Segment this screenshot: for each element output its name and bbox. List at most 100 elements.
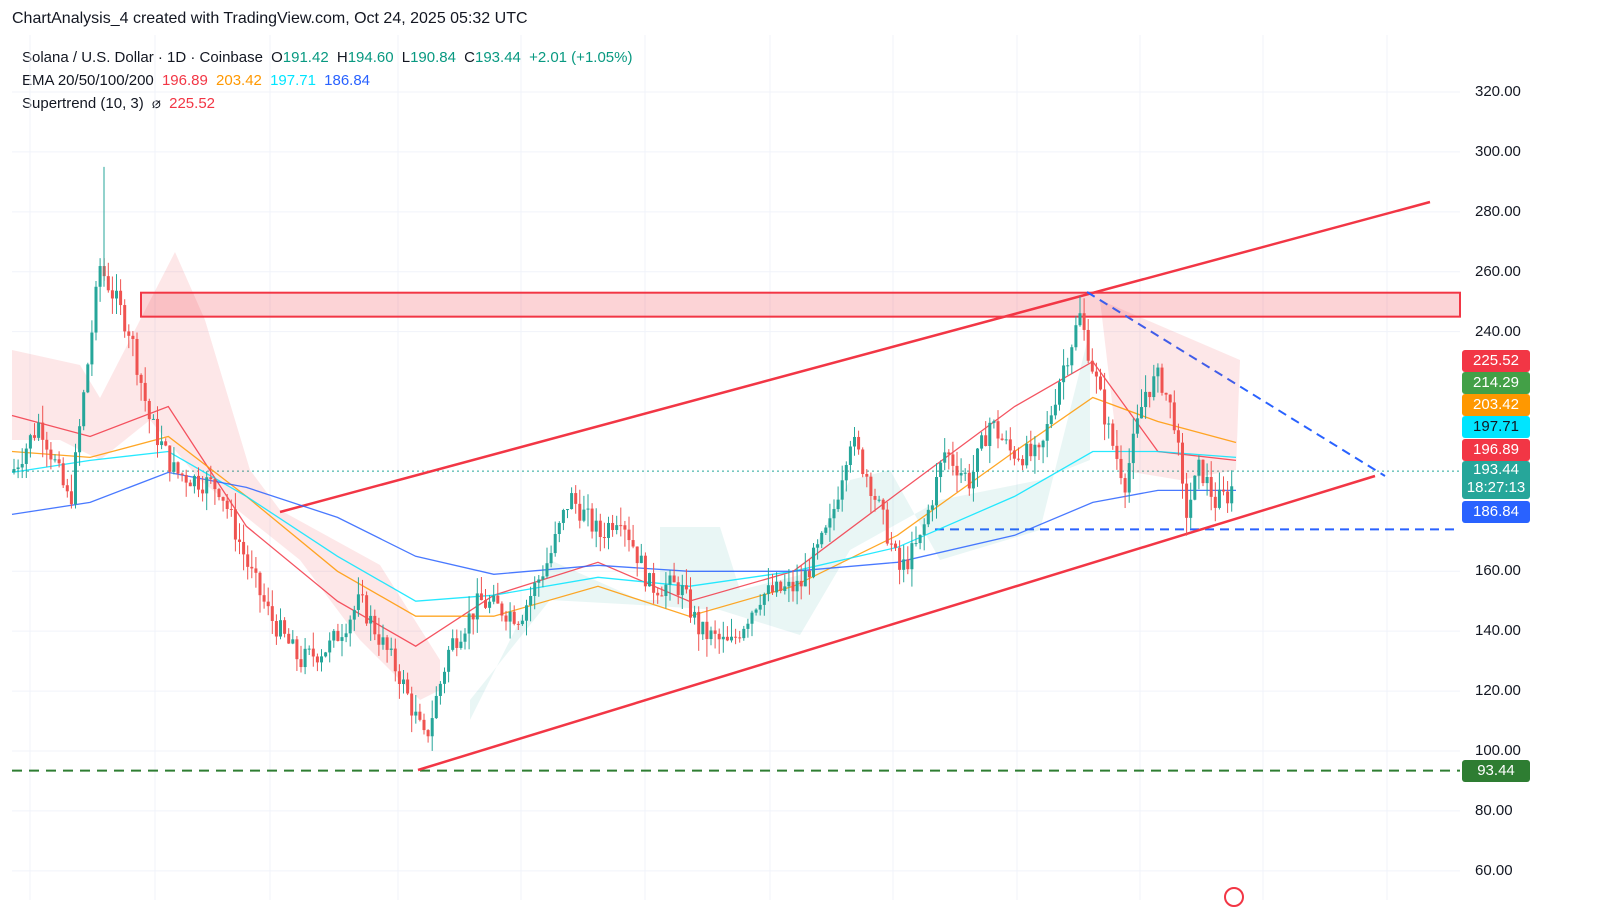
candle-body — [594, 520, 598, 532]
tradingview-icon — [1224, 887, 1244, 907]
candle-body — [643, 555, 647, 587]
candle-body — [980, 435, 984, 449]
candle-body — [295, 639, 299, 660]
channel-lower-line — [417, 474, 1376, 772]
ema-label: EMA 20/50/100/200 — [22, 72, 154, 89]
candle-body — [848, 446, 852, 466]
candle-body — [266, 601, 270, 607]
candle-body — [697, 611, 701, 635]
candle-body — [1222, 489, 1225, 492]
candle-body — [1119, 458, 1123, 479]
candle-body — [713, 630, 717, 634]
candle-body — [869, 476, 873, 497]
low-label: L — [401, 49, 411, 66]
candle-body — [627, 529, 631, 541]
candle-body — [549, 553, 553, 564]
y-tick-label: 280.00 — [1475, 202, 1521, 220]
candle-body — [1217, 489, 1221, 508]
candle-body — [676, 582, 680, 596]
candle-body — [45, 439, 49, 450]
candle-body — [803, 570, 807, 587]
candle-body — [652, 573, 656, 593]
candle-body — [976, 448, 979, 472]
candle-body — [955, 465, 959, 476]
candle-body — [279, 620, 282, 637]
candle-body — [631, 540, 635, 547]
candle-body — [402, 679, 405, 685]
candle-body — [484, 600, 487, 608]
candle-body — [648, 573, 651, 587]
ema20-line — [11, 360, 1237, 647]
price-tag: 214.29 — [1462, 372, 1530, 394]
candle-body — [508, 611, 512, 622]
candle-body — [1021, 458, 1025, 466]
candle-body — [935, 477, 938, 506]
candle-body — [250, 566, 254, 569]
candle-body — [74, 452, 77, 505]
candle-body — [49, 449, 53, 460]
candle-body — [1074, 325, 1078, 348]
candle-body — [254, 568, 258, 573]
candle-body — [791, 581, 795, 592]
candle-body — [824, 527, 828, 533]
candle-body — [1181, 442, 1184, 484]
candle-body — [885, 509, 889, 544]
candle-body — [598, 520, 602, 538]
candle-body — [1066, 365, 1070, 367]
candle-body — [451, 638, 455, 650]
candle-body — [1209, 476, 1213, 497]
y-tick-label: 80.00 — [1475, 801, 1513, 819]
candle-body — [447, 649, 451, 672]
candle-body — [1111, 423, 1115, 446]
supertrend-symbol-icon: ⌀ — [151, 95, 161, 112]
candle-body — [90, 332, 94, 365]
candle-body — [553, 534, 557, 554]
candle-body — [348, 619, 352, 634]
candle-body — [28, 435, 32, 449]
change-value: +2.01 (+1.05%) — [529, 49, 633, 66]
candle-body — [1000, 438, 1004, 440]
candle-body — [881, 499, 885, 510]
candle-body — [894, 543, 897, 548]
resistance-zone — [140, 291, 1461, 318]
candle-body — [1127, 463, 1131, 493]
high-label: H — [336, 49, 348, 66]
y-tick-label: 240.00 — [1475, 322, 1521, 340]
candle-body — [1053, 404, 1057, 416]
candle-body — [512, 611, 516, 624]
candle-body — [537, 579, 541, 583]
candle-body — [365, 595, 369, 624]
ema50-value: 203.42 — [216, 72, 262, 89]
supertrend-down-zone — [12, 252, 440, 700]
candle-body — [959, 473, 963, 476]
candle-body — [418, 711, 422, 720]
y-tick-label: 140.00 — [1475, 622, 1521, 640]
candle-body — [926, 509, 930, 525]
candle-body — [1185, 483, 1189, 518]
candle-body — [57, 459, 61, 464]
candle-body — [1094, 371, 1098, 377]
candle-body — [361, 594, 364, 596]
candle-body — [828, 518, 832, 528]
candle-body — [414, 711, 418, 716]
candle-body — [1103, 389, 1107, 425]
candle-body — [188, 482, 192, 487]
candle-body — [229, 508, 233, 510]
candle-body — [430, 718, 434, 737]
candle-body — [738, 637, 742, 639]
candle-body — [783, 586, 787, 591]
candle-body — [1226, 491, 1230, 504]
ema100-value: 197.71 — [270, 72, 316, 89]
candle-body — [984, 435, 988, 446]
candle-body — [1148, 391, 1152, 398]
candle-body — [967, 472, 971, 489]
candle-body — [1008, 439, 1012, 451]
candle-body — [287, 633, 291, 644]
candle-body — [721, 636, 725, 640]
candle-body — [242, 541, 246, 555]
candle-body — [467, 613, 471, 634]
low-value: 190.84 — [410, 49, 456, 66]
supertrend-label: Supertrend (10, 3) — [22, 95, 144, 112]
candle-body — [857, 436, 861, 450]
